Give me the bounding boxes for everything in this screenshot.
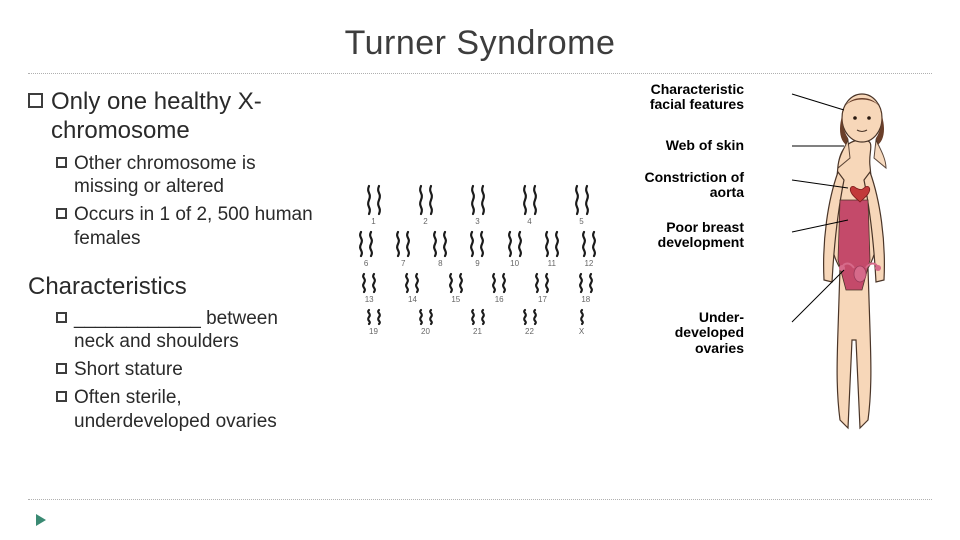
chromosome-pair: 11: [533, 230, 570, 268]
anatomy-column: Characteristic facial features Web of ski…: [642, 80, 932, 440]
sub-bullet-text: Other chromosome is missing or altered: [74, 152, 313, 200]
chromosome-pair: 12: [570, 230, 607, 268]
karyotype-row: 19 20 21 22 X: [348, 308, 608, 336]
chromosome-label: 6: [364, 259, 368, 268]
chromosome-label: 13: [365, 295, 374, 304]
sub-bullet: ____________ between neck and shoulders: [56, 307, 313, 355]
chromosome-label: 3: [475, 217, 479, 226]
sub-bullet: Other chromosome is missing or altered: [56, 152, 313, 200]
left-column: Only one healthy X-chromosome Other chro…: [28, 80, 313, 440]
chromosome-label: 9: [475, 259, 479, 268]
chromosome-label: 11: [548, 259, 556, 268]
chromosome-pair: 14: [393, 272, 431, 304]
anatomy-label: Web of skin: [644, 138, 744, 153]
anatomy-label: Poor breast development: [644, 220, 744, 251]
sub-bullet-text: Short stature: [74, 358, 183, 382]
chromosome-pair: 6: [348, 230, 385, 268]
chromosome-pair: X: [563, 308, 601, 336]
chromosome-pair: 15: [437, 272, 475, 304]
sub-bullet-text: Often sterile, underdeveloped ovaries: [74, 386, 313, 434]
chromosome-label: 17: [538, 295, 547, 304]
chromosome-pair: 3: [459, 184, 497, 226]
chromosome-label: 16: [495, 295, 504, 304]
accent-triangle-icon: [36, 514, 46, 526]
chromosome-pair: 19: [355, 308, 393, 336]
checkbox-icon: [28, 93, 43, 108]
chromosome-label: 2: [423, 217, 427, 226]
checkbox-icon: [56, 208, 67, 219]
chromosome-pair: 4: [511, 184, 549, 226]
chromosome-label: 19: [369, 327, 378, 336]
chromosome-pair: 18: [567, 272, 605, 304]
karyotype-row: 1 2 3 4 5: [348, 184, 608, 226]
chromosome-pair: 1: [355, 184, 393, 226]
anatomy-diagram: Characteristic facial featuresWeb of ski…: [652, 80, 932, 440]
sub-bullets-b: ____________ between neck and shoulders S…: [28, 307, 313, 434]
karyotype-row: 6 7 8 9 10 11 12: [348, 230, 608, 268]
karyotype-column: 12345678910111213141516171819202122X: [331, 80, 624, 440]
divider-bottom: [28, 499, 932, 500]
chromosome-label: 22: [525, 327, 534, 336]
chromosome-pair: 16: [480, 272, 518, 304]
characteristics-heading: Characteristics: [28, 273, 313, 301]
karyotype-row: 13 14 15 16 17 18: [348, 272, 608, 304]
checkbox-icon: [56, 391, 67, 402]
sub-bullet: Short stature: [56, 358, 313, 382]
chromosome-pair: 2: [407, 184, 445, 226]
chromosome-pair: 10: [496, 230, 533, 268]
chromosome-label: X: [579, 327, 584, 336]
anatomy-figure: [752, 80, 932, 440]
checkbox-icon: [56, 157, 67, 168]
chromosome-pair: 21: [459, 308, 497, 336]
chromosome-label: 10: [510, 259, 519, 268]
bullet-main-text: Only one healthy X-chromosome: [51, 88, 313, 146]
bullet-main-1: Only one healthy X-chromosome: [28, 88, 313, 146]
chromosome-pair: 22: [511, 308, 549, 336]
chromosome-label: 21: [473, 327, 482, 336]
chromosome-label: 1: [371, 217, 375, 226]
chromosome-label: 7: [401, 259, 405, 268]
chromosome-pair: 13: [350, 272, 388, 304]
chromosome-label: 15: [451, 295, 460, 304]
chromosome-label: 4: [527, 217, 531, 226]
anatomy-label: Characteristic facial features: [644, 82, 744, 113]
slide: Turner Syndrome Only one healthy X-chrom…: [0, 0, 960, 540]
chromosome-pair: 7: [385, 230, 422, 268]
slide-title: Turner Syndrome: [28, 24, 932, 63]
sub-bullet: Occurs in 1 of 2, 500 human females: [56, 203, 313, 251]
sub-bullet-text: Occurs in 1 of 2, 500 human females: [74, 203, 313, 251]
checkbox-icon: [56, 312, 67, 323]
chromosome-label: 12: [584, 259, 593, 268]
chromosome-pair: 8: [422, 230, 459, 268]
content-columns: Only one healthy X-chromosome Other chro…: [28, 80, 932, 440]
sub-bullets-a: Other chromosome is missing or alteredOc…: [28, 152, 313, 251]
anatomy-label: Constriction of aorta: [644, 170, 744, 201]
karyotype-diagram: 12345678910111213141516171819202122X: [348, 180, 608, 340]
chromosome-pair: 5: [563, 184, 601, 226]
chromosome-label: 5: [579, 217, 583, 226]
divider-top: [28, 73, 932, 74]
chromosome-label: 20: [421, 327, 430, 336]
chromosome-pair: 9: [459, 230, 496, 268]
chromosome-label: 8: [438, 259, 442, 268]
anatomy-label: Under-developed ovaries: [644, 310, 744, 356]
chromosome-pair: 17: [523, 272, 561, 304]
chromosome-pair: 20: [407, 308, 445, 336]
chromosome-label: 18: [581, 295, 590, 304]
sub-bullet-text: ____________ between neck and shoulders: [74, 307, 313, 355]
checkbox-icon: [56, 363, 67, 374]
sub-bullet: Often sterile, underdeveloped ovaries: [56, 386, 313, 434]
chromosome-label: 14: [408, 295, 417, 304]
